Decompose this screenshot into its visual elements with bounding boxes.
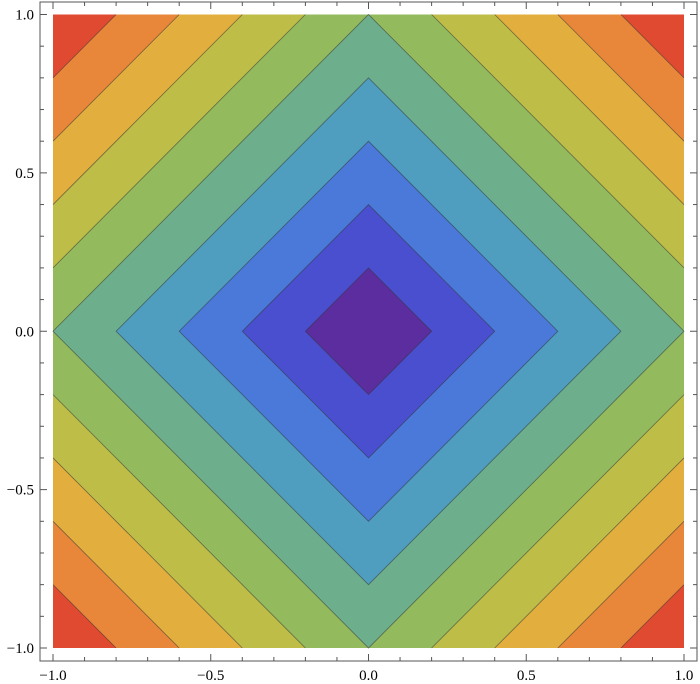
contour-line [52, 14, 685, 649]
contour-line [52, 14, 685, 649]
contour-line [115, 77, 622, 586]
y-tick-label: −0.5 [7, 483, 34, 499]
contour-line [52, 13, 685, 649]
x-tick-label: 0.0 [359, 668, 378, 684]
contour-line [178, 140, 559, 522]
contour-lines [52, 13, 685, 649]
contour-line [52, 14, 685, 649]
contour-line [241, 203, 496, 459]
x-tick-label: 1.0 [675, 668, 694, 684]
y-tick-label: 1.0 [15, 8, 34, 24]
contour-line [52, 14, 685, 649]
x-tick-label: −0.5 [197, 668, 224, 684]
y-tick-label: −1.0 [7, 641, 34, 657]
x-tick-label: −1.0 [39, 668, 66, 684]
y-tick-label: 0.0 [15, 324, 34, 340]
y-tick-label: 0.5 [15, 166, 34, 182]
x-tick-label: 0.5 [517, 668, 536, 684]
contour-line [304, 267, 433, 396]
axis-ticks: −1.0 −0.5 0.0 0.5 1.0 −1.0 −0.5 0.0 0.5 1.0 [7, 2, 697, 684]
